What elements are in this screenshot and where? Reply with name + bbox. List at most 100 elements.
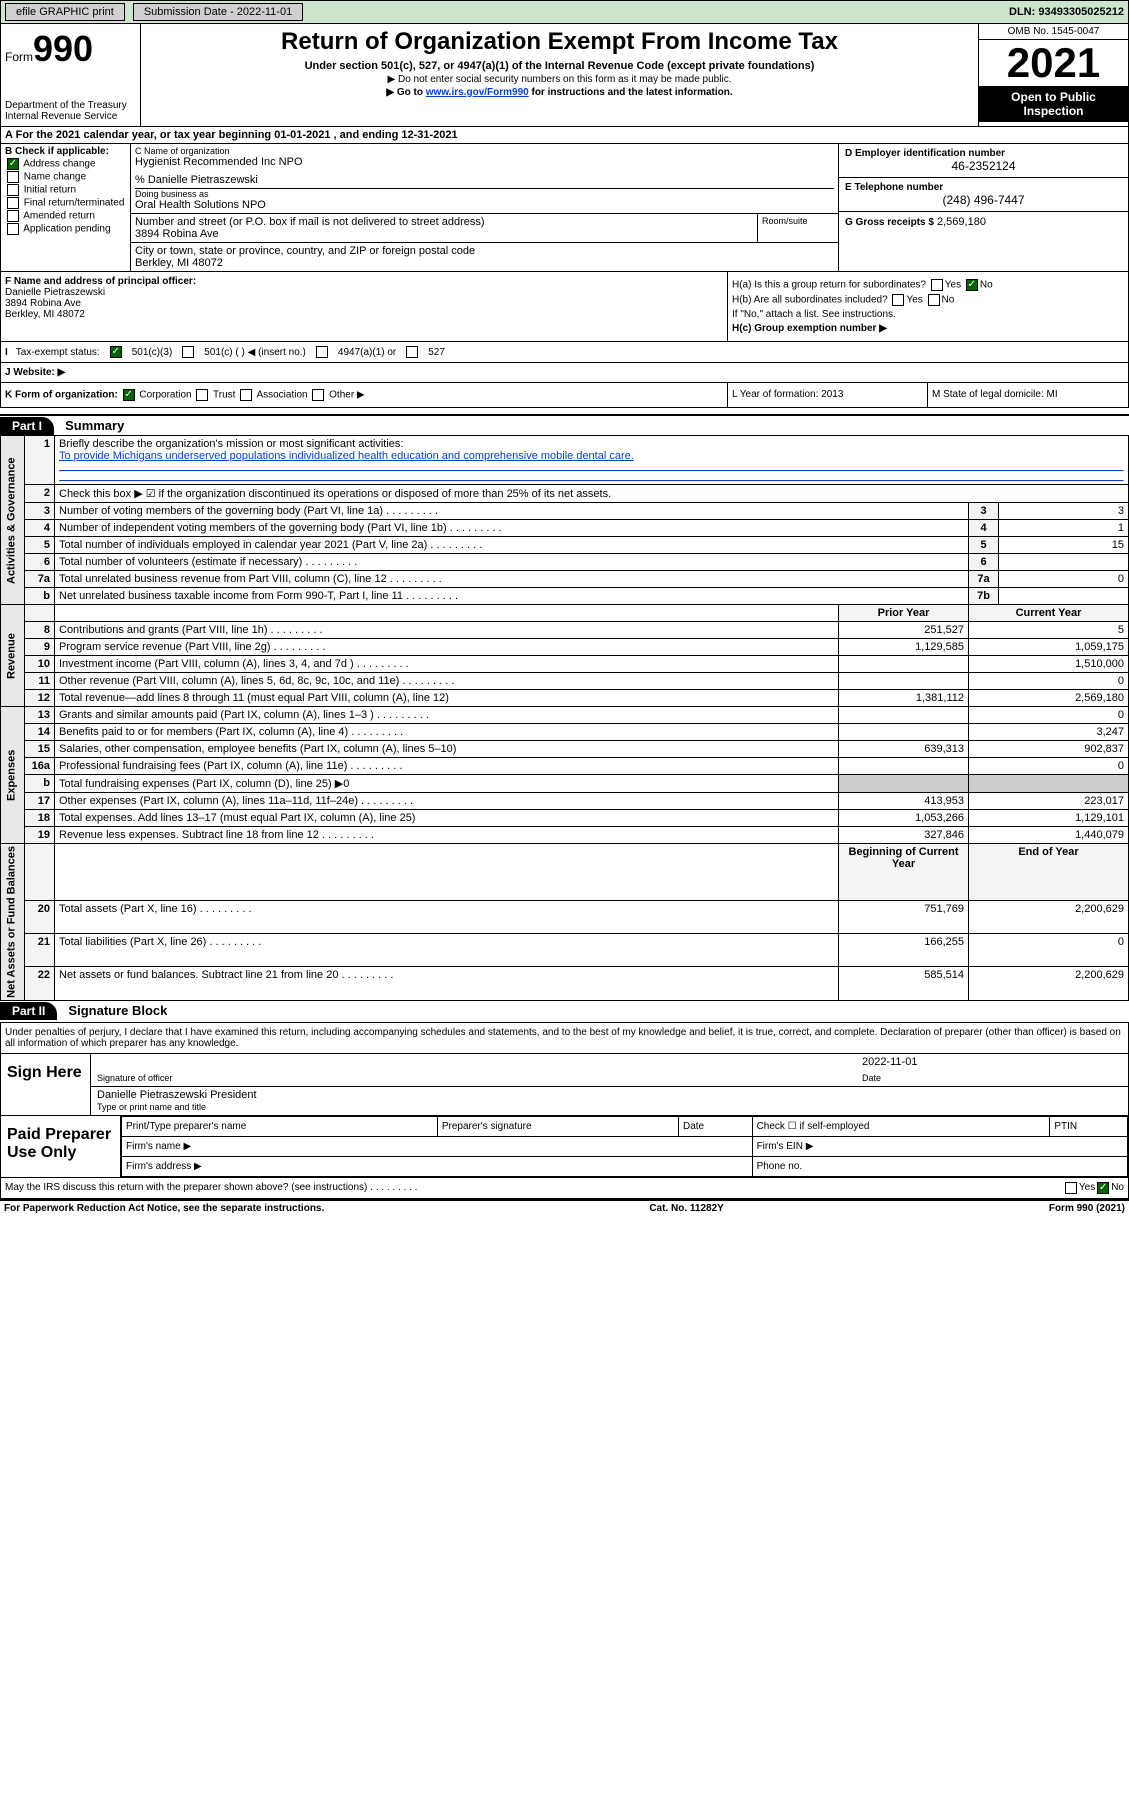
corp-checkbox[interactable]: ✓ xyxy=(123,389,135,401)
line-num: 14 xyxy=(25,724,55,741)
paid-preparer-block: Paid Preparer Use Only Print/Type prepar… xyxy=(0,1116,1129,1178)
cat-number: Cat. No. 11282Y xyxy=(649,1203,723,1214)
assoc-checkbox[interactable] xyxy=(240,389,252,401)
prep-date-label: Date xyxy=(679,1116,753,1136)
efile-button[interactable]: efile GRAPHIC print xyxy=(5,3,125,21)
p16a xyxy=(839,758,969,775)
box-f: F Name and address of principal officer:… xyxy=(1,272,728,341)
ha-no-label: No xyxy=(980,280,993,291)
other-label: Other ▶ xyxy=(329,390,364,401)
line-21: Total liabilities (Part X, line 26) xyxy=(55,934,839,967)
right-info-box: D Employer identification number46-23521… xyxy=(838,144,1128,271)
discuss-row: May the IRS discuss this return with the… xyxy=(0,1178,1129,1199)
dba-name: Oral Health Solutions NPO xyxy=(135,199,834,211)
p18: 1,053,266 xyxy=(839,810,969,827)
c9: 1,059,175 xyxy=(969,639,1129,656)
city-state-zip: Berkley, MI 48072 xyxy=(135,257,834,269)
website-label: Website: ▶ xyxy=(13,367,65,378)
ha-yes-checkbox[interactable] xyxy=(931,279,943,291)
c21: 0 xyxy=(969,934,1129,967)
line-8: Contributions and grants (Part VIII, lin… xyxy=(55,622,839,639)
line-num: 10 xyxy=(25,656,55,673)
h-note: If "No," attach a list. See instructions… xyxy=(732,309,1124,320)
officer-name: Danielle Pietraszewski xyxy=(5,287,723,298)
c16b xyxy=(969,775,1129,793)
firm-ein-label: Firm's EIN ▶ xyxy=(752,1136,1127,1156)
line-num xyxy=(25,605,55,622)
c22: 2,200,629 xyxy=(969,967,1129,1000)
part2-title: Signature Block xyxy=(60,1001,175,1020)
527-checkbox[interactable] xyxy=(406,346,418,358)
line-22: Net assets or fund balances. Subtract li… xyxy=(55,967,839,1000)
c10: 1,510,000 xyxy=(969,656,1129,673)
form990-link[interactable]: www.irs.gov/Form990 xyxy=(426,87,529,98)
care-of: % Danielle Pietraszewski xyxy=(135,174,834,186)
initial-return-checkbox[interactable] xyxy=(7,184,19,196)
line-2: Check this box ▶ ☑ if the organization d… xyxy=(55,485,1129,503)
declaration-text: Under penalties of perjury, I declare th… xyxy=(0,1022,1129,1054)
discuss-no-label: No xyxy=(1111,1182,1124,1194)
discuss-no-checkbox[interactable]: ✓ xyxy=(1097,1182,1109,1194)
amended-checkbox[interactable] xyxy=(7,210,19,222)
line-num: 22 xyxy=(25,967,55,1000)
hb-label: H(b) Are all subordinates included? xyxy=(732,295,888,306)
box-i: I Tax-exempt status: ✓ 501(c)(3) 501(c) … xyxy=(0,342,1129,363)
p17: 413,953 xyxy=(839,793,969,810)
501c3-checkbox[interactable]: ✓ xyxy=(110,346,122,358)
4947-checkbox[interactable] xyxy=(316,346,328,358)
prep-sig-label: Preparer's signature xyxy=(437,1116,678,1136)
line-num: 12 xyxy=(25,690,55,707)
amended-label: Amended return xyxy=(23,211,95,222)
line-14: Benefits paid to or for members (Part IX… xyxy=(55,724,839,741)
other-checkbox[interactable] xyxy=(312,389,324,401)
line-num: 9 xyxy=(25,639,55,656)
sig-date-label: Date xyxy=(862,1073,881,1083)
tax-year: 2021 xyxy=(979,40,1128,86)
officer-addr1: 3894 Robina Ave xyxy=(5,298,723,309)
org-name: Hygienist Recommended Inc NPO xyxy=(135,156,834,168)
app-pending-checkbox[interactable] xyxy=(7,223,19,235)
trust-checkbox[interactable] xyxy=(196,389,208,401)
address-change-checkbox[interactable]: ✓ xyxy=(7,158,19,170)
mission-text: To provide Michigans underserved populat… xyxy=(59,450,634,462)
501c-checkbox[interactable] xyxy=(182,346,194,358)
discuss-label: May the IRS discuss this return with the… xyxy=(5,1182,1063,1194)
dept-label: Department of the Treasury xyxy=(5,100,136,111)
subtitle-3-pre: ▶ Go to xyxy=(386,87,425,98)
line-1-label: Briefly describe the organization's miss… xyxy=(59,438,403,450)
dba-label: Doing business as xyxy=(135,188,834,199)
street-label: Number and street (or P.O. box if mail i… xyxy=(135,216,753,228)
final-return-checkbox[interactable] xyxy=(7,197,19,209)
line-17: Other expenses (Part IX, column (A), lin… xyxy=(55,793,839,810)
side-activities: Activities & Governance xyxy=(1,436,25,605)
527-label: 527 xyxy=(428,347,445,358)
c17: 223,017 xyxy=(969,793,1129,810)
paperwork-notice: For Paperwork Reduction Act Notice, see … xyxy=(4,1203,324,1214)
hb-no-checkbox[interactable] xyxy=(928,294,940,306)
line-num: 13 xyxy=(25,707,55,724)
c20: 2,200,629 xyxy=(969,900,1129,933)
line-num: 4 xyxy=(25,520,55,537)
name-change-checkbox[interactable] xyxy=(7,171,19,183)
c16a: 0 xyxy=(969,758,1129,775)
line-num: 19 xyxy=(25,827,55,844)
line-num: 11 xyxy=(25,673,55,690)
hb-yes-checkbox[interactable] xyxy=(892,294,904,306)
submission-date-button[interactable]: Submission Date - 2022-11-01 xyxy=(133,3,303,21)
box-h: H(a) Is this a group return for subordin… xyxy=(728,272,1128,341)
ha-no-checkbox[interactable]: ✓ xyxy=(966,279,978,291)
part1-header: Part I xyxy=(0,417,54,435)
line-10: Investment income (Part VIII, column (A)… xyxy=(55,656,839,673)
assoc-label: Association xyxy=(256,390,307,401)
c13: 0 xyxy=(969,707,1129,724)
form-label: Form xyxy=(5,50,33,64)
officer-addr2: Berkley, MI 48072 xyxy=(5,309,723,320)
discuss-yes-checkbox[interactable] xyxy=(1065,1182,1077,1194)
final-return-label: Final return/terminated xyxy=(24,198,125,209)
c12: 2,569,180 xyxy=(969,690,1129,707)
line-18: Total expenses. Add lines 13–17 (must eq… xyxy=(55,810,839,827)
line-5: Total number of individuals employed in … xyxy=(55,537,969,554)
phone-no-label: Phone no. xyxy=(752,1156,1127,1176)
omb-number: OMB No. 1545-0047 xyxy=(979,24,1128,40)
irs-label: Internal Revenue Service xyxy=(5,111,136,122)
